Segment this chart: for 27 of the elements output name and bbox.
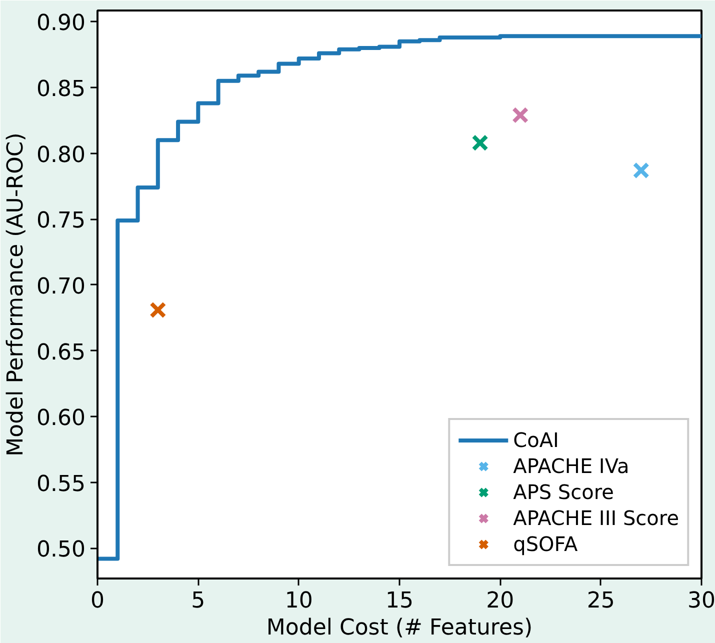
y-tick-label: 0.75 (36, 208, 86, 234)
y-tick-label: 0.65 (36, 340, 86, 366)
x-tick-label: 30 (688, 588, 715, 614)
point (512, 106, 529, 124)
y-tick-label: 0.50 (36, 538, 86, 563)
y-tick-label: 0.55 (36, 472, 86, 497)
point (632, 162, 650, 179)
y-tick-label: 0.70 (36, 274, 86, 300)
legend-label: CoAI (513, 428, 559, 452)
legend-label: APACHE IVa (513, 454, 630, 478)
x-tick-label: 0 (90, 588, 104, 614)
x-tick-label: 15 (386, 588, 414, 614)
x-tick-label: 10 (284, 588, 313, 614)
x-tick-label: 25 (586, 588, 615, 614)
x-tick-label: 5 (191, 588, 206, 614)
legend-label: APS Score (513, 480, 614, 504)
point (150, 302, 166, 318)
y-tick-label: 0.90 (36, 11, 86, 36)
x-axis-title: Model Cost (# Features) (266, 616, 533, 640)
y-tick-label: 0.85 (36, 77, 86, 102)
legend-label: APACHE III Score (513, 506, 679, 530)
point (472, 134, 488, 152)
y-tick-label: 0.60 (36, 406, 86, 432)
x-tick-label: 20 (486, 588, 514, 614)
y-axis-title: Model Performance (AU-ROC) (4, 132, 29, 456)
legend-label: qSOFA (513, 532, 578, 556)
y-tick-label: 0.80 (36, 142, 86, 168)
